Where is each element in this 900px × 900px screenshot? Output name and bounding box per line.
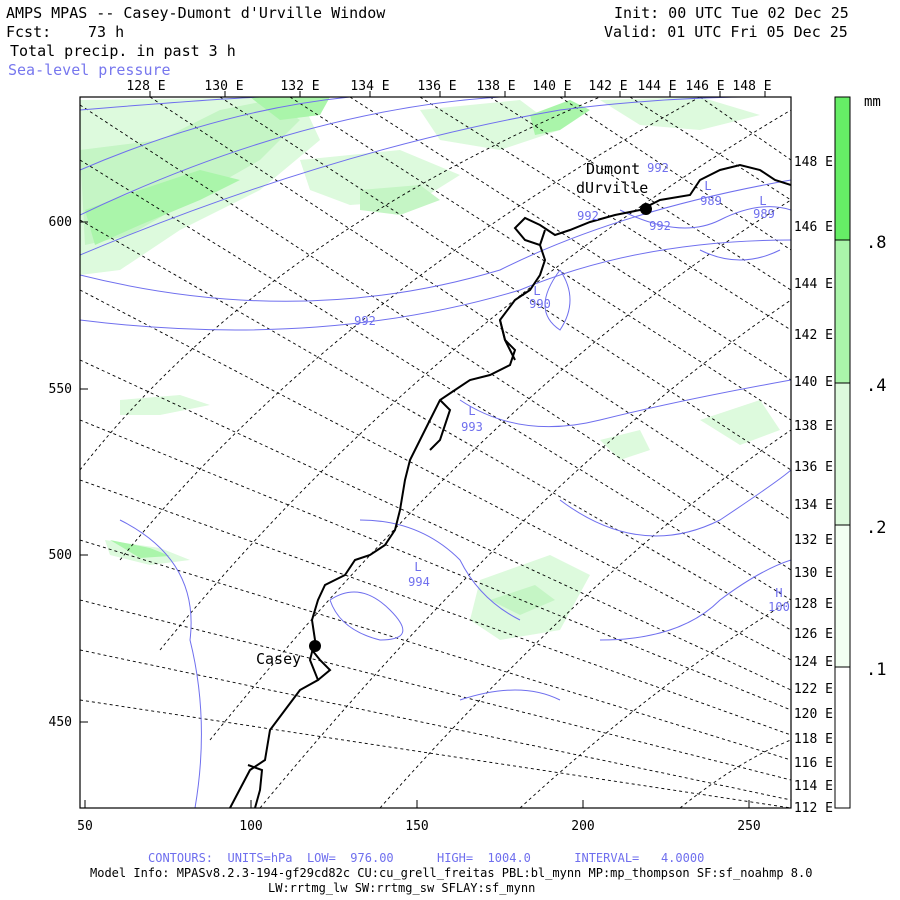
colorbar-level: .2: [866, 518, 886, 538]
isobar-label: 992: [354, 314, 376, 328]
station-marker-casey: [309, 640, 321, 652]
pressure-center-value: 990: [529, 297, 551, 311]
y-tick-label: 550: [49, 382, 72, 397]
isobar-label: 992: [649, 219, 671, 233]
pressure-center-letter: H: [775, 586, 782, 600]
top-lon-label: 148 E: [732, 79, 771, 94]
colorbar-level: .8: [866, 233, 886, 253]
pressure-center-value: 989: [753, 207, 775, 221]
right-lon-label: 144 E: [794, 277, 833, 292]
forecast-hours: 73 h: [88, 23, 125, 41]
right-lon-label: 140 E: [794, 375, 833, 390]
station-label-dumont-line1: Dumont: [586, 160, 640, 178]
colorbar: mm .8 .4 .2 .1: [834, 94, 886, 809]
top-lon-label: 138 E: [476, 79, 515, 94]
x-tick-label: 100: [239, 819, 262, 834]
forecast-label: Fcst:: [6, 23, 52, 41]
x-tick-label: 250: [737, 819, 760, 834]
top-lon-label: 144 E: [637, 79, 676, 94]
pressure-center-value: 989: [700, 194, 722, 208]
pressure-center-letter: L: [759, 194, 766, 208]
right-lon-label: 132 E: [794, 533, 833, 548]
colorbar-segment-0.2: [835, 383, 850, 525]
top-lon-label: 132 E: [280, 79, 319, 94]
map-border: [79, 96, 792, 809]
right-lon-label: 148 E: [794, 155, 833, 170]
right-lon-label: 134 E: [794, 498, 833, 513]
isobars: [80, 97, 791, 808]
right-lon-labels: 148 E 146 E 144 E 142 E 140 E 138 E 136 …: [794, 155, 833, 816]
pressure-center-value: 993: [461, 420, 483, 434]
top-lon-label: 146 E: [685, 79, 724, 94]
top-lon-label: 128 E: [126, 79, 165, 94]
x-tick-labels: 50 100 150 200 250: [77, 819, 761, 834]
pressure-center-value: 100: [768, 600, 790, 614]
right-lon-label: 124 E: [794, 655, 833, 670]
x-tick-label: 50: [77, 819, 93, 834]
top-lon-label: 142 E: [588, 79, 627, 94]
top-lon-label: 130 E: [204, 79, 243, 94]
left-ticks: [80, 221, 88, 723]
isobar-labels: 992 992 992 992: [354, 161, 671, 328]
right-lon-label: 146 E: [794, 220, 833, 235]
right-lon-label: 136 E: [794, 460, 833, 475]
model-info: Model Info: MPASv8.2.3-194-gf29cd82c CU:…: [90, 866, 813, 880]
colorbar-segment-0.8: [835, 97, 850, 240]
x-tick-label: 200: [571, 819, 594, 834]
coastline: [229, 163, 791, 808]
station-label-casey: Casey: [256, 650, 301, 668]
stations: Dumont dUrville Casey: [256, 160, 652, 668]
station-label-dumont-line2: dUrville: [576, 179, 648, 197]
y-tick-label: 600: [49, 215, 72, 230]
colorbar-segment-0: [835, 667, 850, 808]
colorbar-unit: mm: [864, 94, 881, 110]
y-tick-label: 500: [49, 548, 72, 563]
top-lon-label: 140 E: [532, 79, 571, 94]
right-lon-label: 128 E: [794, 597, 833, 612]
top-lon-label: 134 E: [350, 79, 389, 94]
x-tick-label: 150: [405, 819, 428, 834]
right-lon-label: 138 E: [794, 419, 833, 434]
right-lon-label: 130 E: [794, 566, 833, 581]
valid-time: Valid: 01 UTC Fri 05 Dec 25: [604, 23, 848, 41]
colorbar-segment-0.4: [835, 240, 850, 383]
map-content: [80, 97, 791, 808]
pressure-centers: L 990 L 993 L 994 L 989 L 989 H 100: [408, 179, 790, 614]
right-lon-label: 112 E: [794, 801, 833, 816]
graticule: [80, 97, 791, 808]
right-lon-label: 142 E: [794, 328, 833, 343]
right-lon-label: 122 E: [794, 682, 833, 697]
pressure-center-letter: L: [414, 560, 421, 574]
page-title: AMPS MPAS -- Casey-Dumont d'Urville Wind…: [6, 4, 386, 22]
top-ticks: [149, 91, 766, 97]
isobar-label: 992: [577, 209, 599, 223]
y-tick-labels: 600 550 500 450: [49, 215, 72, 730]
pressure-center-value: 994: [408, 575, 430, 589]
right-lon-label: 126 E: [794, 627, 833, 642]
top-lon-labels: 128 E 130 E 132 E 134 E 136 E 138 E 140 …: [126, 79, 771, 94]
init-time: Init: 00 UTC Tue 02 Dec 25: [614, 4, 849, 22]
station-marker-dumont: [640, 203, 652, 215]
pressure-center-letter: L: [468, 404, 475, 418]
right-lon-label: 116 E: [794, 756, 833, 771]
field-name: Total precip. in past 3 h: [10, 42, 236, 60]
model-info-line2: LW:rrtmg_lw SW:rrtmg_sw SFLAY:sf_mynn: [268, 881, 536, 895]
right-lon-label: 118 E: [794, 732, 833, 747]
contour-info: CONTOURS: UNITS=hPa LOW= 976.00 HIGH= 10…: [148, 851, 705, 865]
right-lon-label: 120 E: [794, 707, 833, 722]
isobar-label: 992: [647, 161, 669, 175]
top-lon-label: 136 E: [417, 79, 456, 94]
bottom-ticks: [84, 800, 750, 808]
y-tick-label: 450: [49, 715, 72, 730]
right-lon-label: 114 E: [794, 779, 833, 794]
pressure-center-letter: L: [533, 284, 540, 298]
pressure-center-letter: L: [704, 179, 711, 193]
colorbar-level: .1: [866, 660, 886, 680]
colorbar-level: .4: [866, 376, 886, 396]
overlay-name: Sea-level pressure: [8, 61, 171, 79]
colorbar-segment-0.1: [835, 525, 850, 667]
